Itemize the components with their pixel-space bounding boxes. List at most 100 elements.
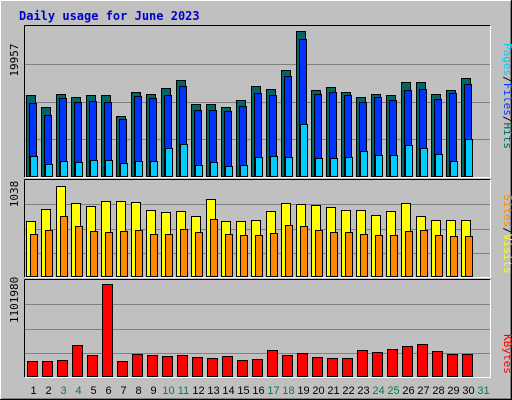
pages-bar <box>375 155 383 177</box>
pages-bar <box>330 158 338 177</box>
x-tick-label: 11 <box>178 385 189 397</box>
x-tick-label: 7 <box>120 385 126 397</box>
sites-bar <box>195 232 203 277</box>
kbytes-bar <box>132 354 143 377</box>
sites-bar <box>75 226 83 277</box>
sites-bar <box>255 235 263 277</box>
pages-bar <box>270 156 278 177</box>
kbytes-bar <box>192 357 203 377</box>
legend-entry: KBytes <box>501 334 512 374</box>
x-tick-label: 1 <box>30 385 36 397</box>
x-tick-label: 18 <box>282 385 294 397</box>
sites-bar <box>330 232 338 277</box>
legend-entry: Sites <box>501 194 512 227</box>
kbytes-bars <box>27 284 473 377</box>
kbytes-bar <box>417 344 428 377</box>
x-tick-label: 21 <box>327 385 339 397</box>
kbytes-bar <box>147 355 158 377</box>
pages-bar <box>210 162 218 177</box>
pages-bar <box>75 162 83 177</box>
sites-bar <box>270 233 278 277</box>
x-tick-label: 27 <box>417 385 429 397</box>
pages-bar <box>195 165 203 177</box>
sites-bar <box>420 230 428 277</box>
pages-bar <box>405 145 413 177</box>
pages-bar <box>120 163 128 177</box>
x-tick-label: 30 <box>462 385 474 397</box>
kbytes-bar <box>72 345 83 377</box>
kbytes-bar <box>87 355 98 377</box>
kbytes-bar <box>282 355 293 377</box>
kbytes-bar <box>432 351 443 377</box>
pages-bar <box>300 124 308 177</box>
kbytes-bar <box>102 284 113 377</box>
pages-bar <box>90 160 98 177</box>
x-axis-day-labels: 1 2 3 4 5 6 7 8 9 10 11 12 13 14 15 16 17 18 19 20 21 22 23 24 2… <box>30 385 489 397</box>
x-tick-label: 24 <box>372 385 384 397</box>
pages-bar <box>45 164 53 177</box>
y-max-label-kbytes: 1101980 <box>8 277 21 323</box>
kbytes-bar <box>222 356 233 377</box>
kbytes-bar <box>267 350 278 377</box>
kbytes-bar <box>447 354 458 377</box>
pages-bar <box>60 161 68 177</box>
pages-bar <box>255 157 263 177</box>
x-tick-label: 31 <box>477 385 489 397</box>
sites-bar <box>390 235 398 277</box>
x-tick-label: 20 <box>312 385 324 397</box>
pages-bar <box>420 148 428 177</box>
legend-entry: Hits <box>501 123 512 150</box>
kbytes-bar <box>372 352 383 377</box>
sites-bar <box>345 232 353 277</box>
kbytes-bar <box>402 346 413 377</box>
kbytes-bar <box>117 361 128 377</box>
sites-bar <box>105 232 113 277</box>
x-tick-label: 15 <box>237 385 249 397</box>
sites-bar <box>90 231 98 277</box>
pages-bar <box>435 154 443 177</box>
kbytes-bar <box>162 356 173 377</box>
panel-frames <box>24 25 491 378</box>
x-tick-label: 17 <box>267 385 279 397</box>
x-tick-label: 8 <box>135 385 141 397</box>
legend-entry: / <box>501 76 512 83</box>
pages-bar <box>315 158 323 177</box>
pages-bar <box>135 161 143 177</box>
pages-bar <box>345 157 353 177</box>
kbytes-bar <box>327 358 338 377</box>
pages-bar <box>240 165 248 177</box>
pages-bar <box>30 156 38 177</box>
x-tick-label: 10 <box>162 385 174 397</box>
kbytes-bar <box>462 354 473 377</box>
kbytes-bar <box>297 353 308 377</box>
sites-bar <box>60 216 68 277</box>
x-tick-label: 9 <box>150 385 156 397</box>
x-tick-label: 4 <box>75 385 81 397</box>
legend-entry: / <box>501 227 512 234</box>
x-tick-label: 23 <box>357 385 369 397</box>
legend-entry: Visits <box>501 234 512 274</box>
sites-bar <box>135 230 143 277</box>
kbytes-bar <box>42 361 53 377</box>
x-tick-label: 12 <box>192 385 204 397</box>
kbytes-bar <box>27 361 38 377</box>
x-tick-label: 19 <box>297 385 309 397</box>
pages-bar <box>390 155 398 177</box>
x-tick-label: 6 <box>105 385 111 397</box>
pages-bar <box>105 160 113 177</box>
sites-bar <box>450 236 458 277</box>
chart-title: Daily usage for June 2023 <box>19 9 200 23</box>
x-tick-label: 26 <box>402 385 414 397</box>
legend-entry: / <box>501 116 512 123</box>
x-tick-label: 25 <box>387 385 399 397</box>
x-tick-label: 22 <box>342 385 354 397</box>
legend-pages-files-hits: Pages/Files/Hits <box>501 43 512 149</box>
sites-bar <box>120 231 128 277</box>
legend-sites-visits: Sites/Visits <box>501 194 512 274</box>
x-tick-label: 16 <box>252 385 264 397</box>
hits-files-pages-bars <box>26 31 473 177</box>
x-tick-label: 28 <box>432 385 444 397</box>
pages-bar <box>285 157 293 177</box>
pages-bar <box>225 166 233 177</box>
